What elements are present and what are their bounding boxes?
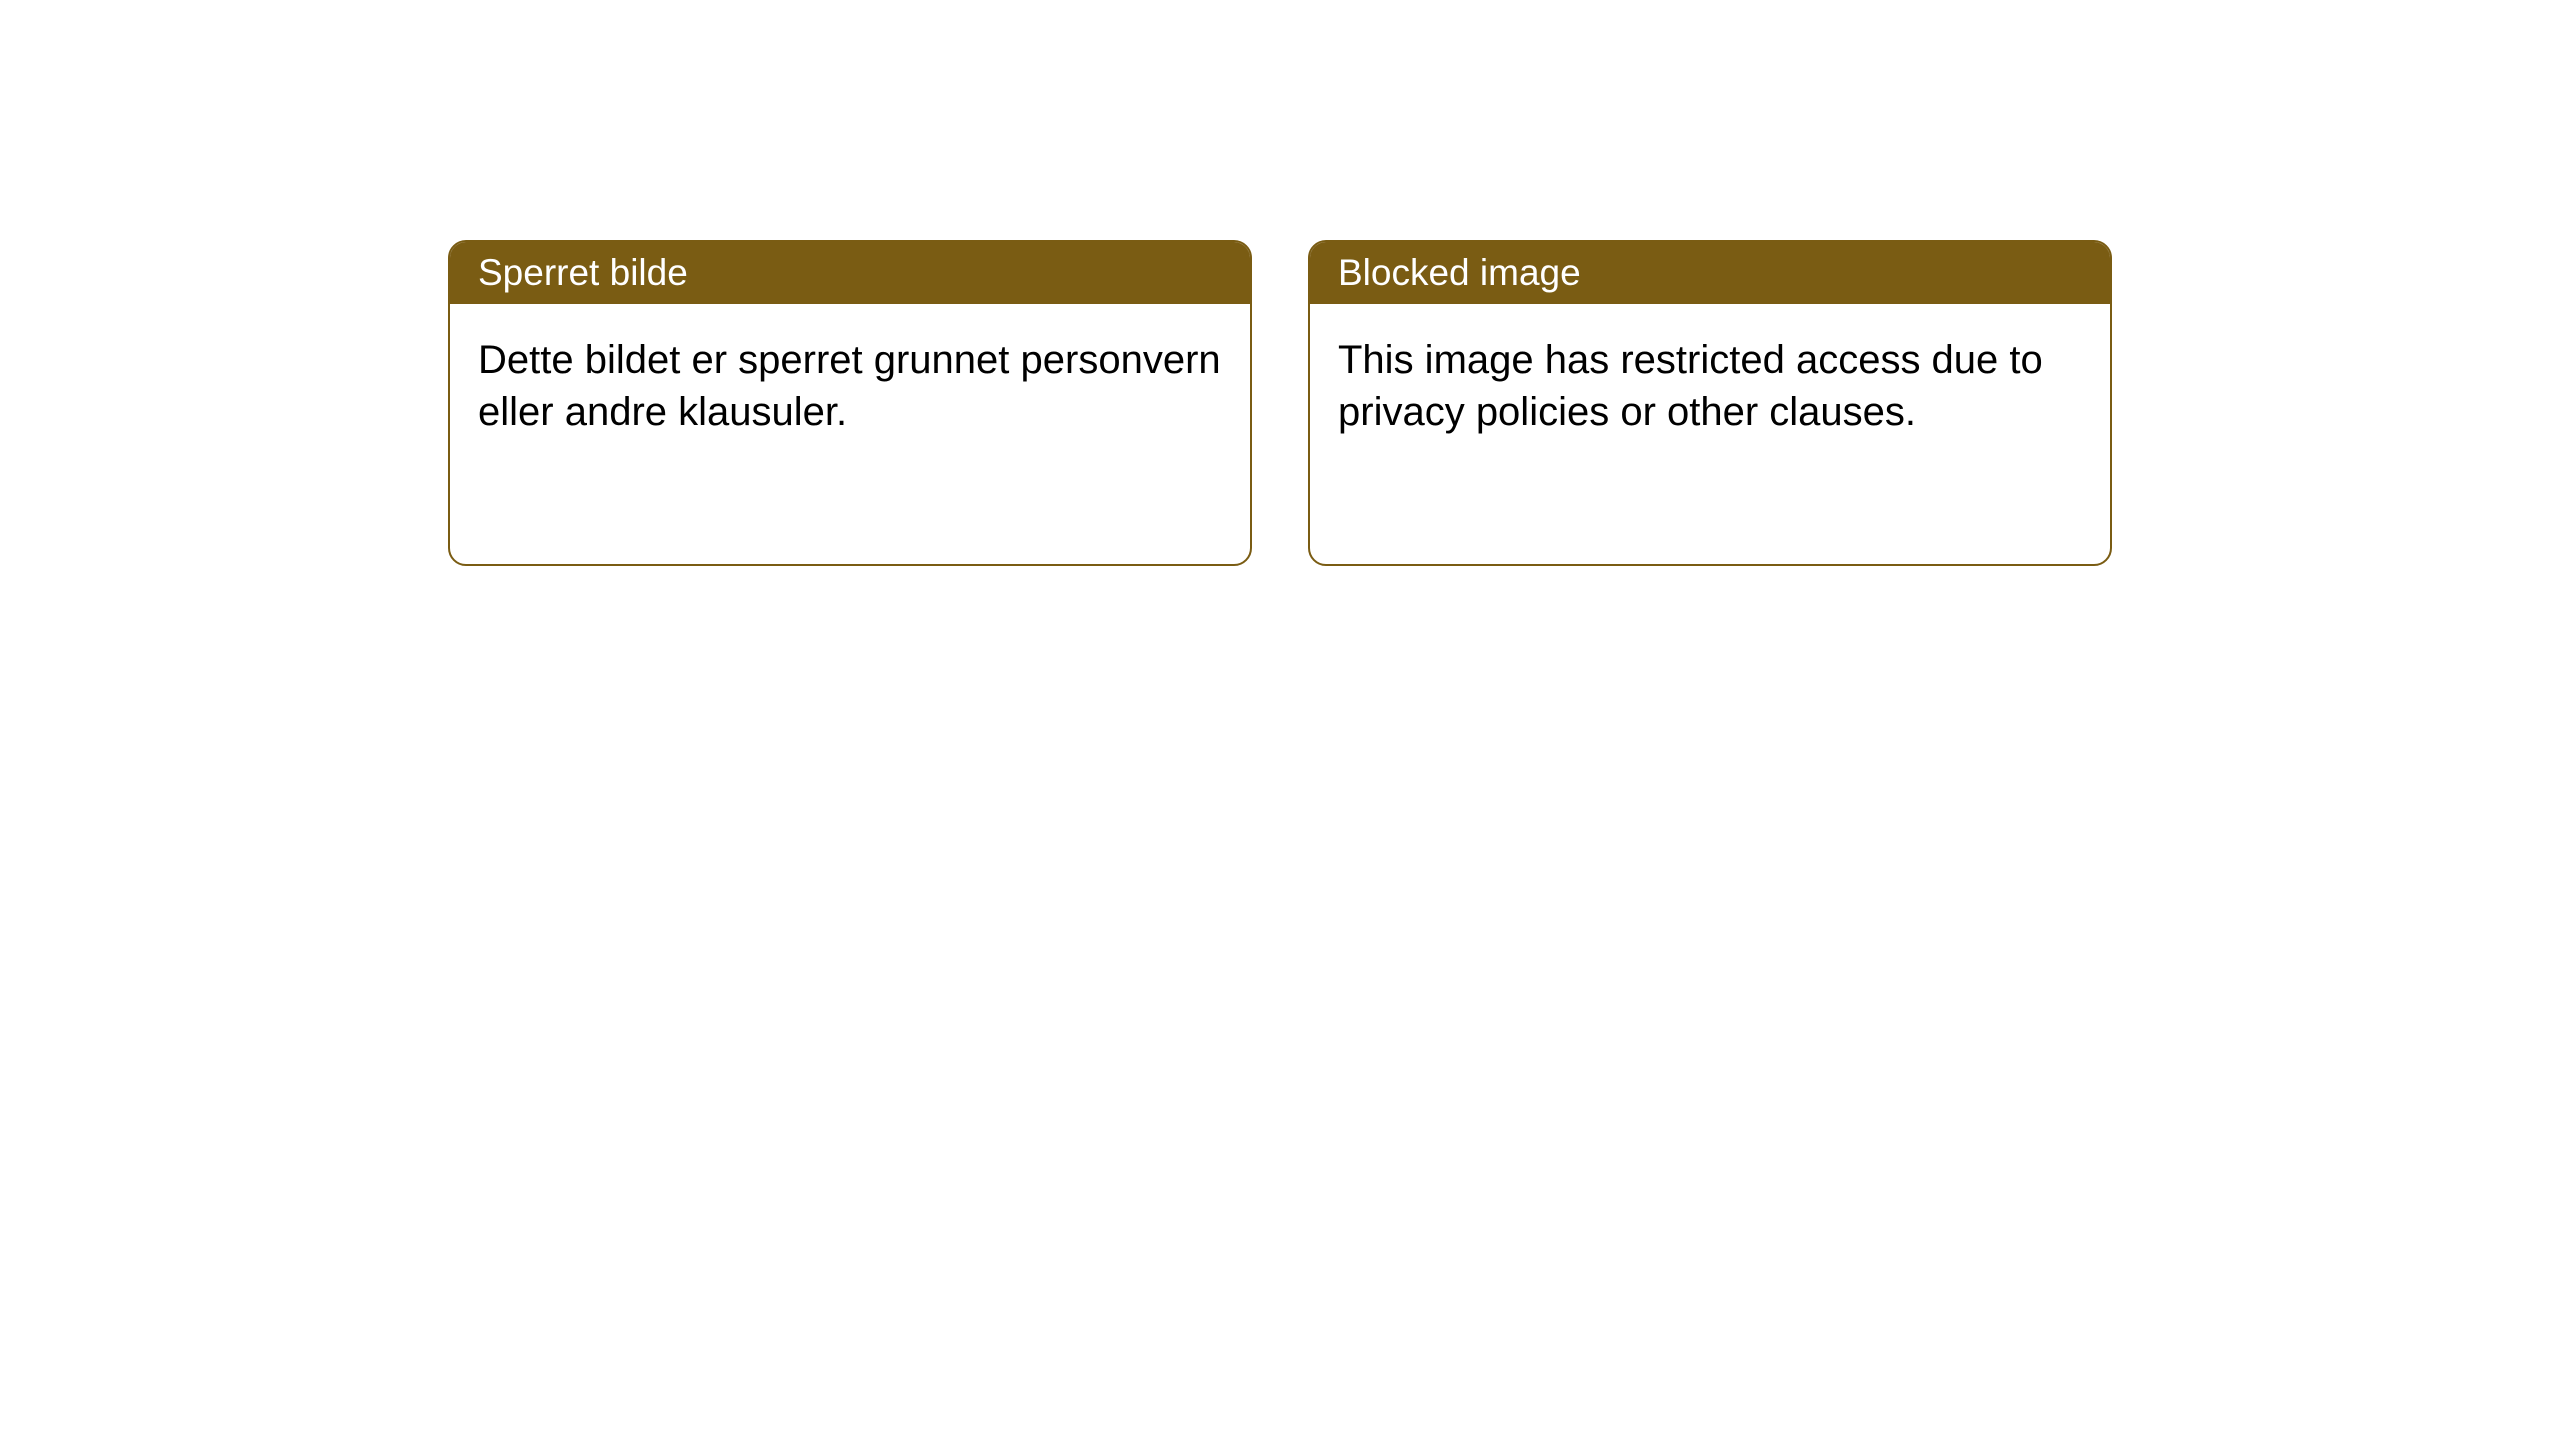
notice-header: Blocked image [1310,242,2110,304]
notice-body-text: Dette bildet er sperret grunnet personve… [478,334,1222,438]
notice-card-english: Blocked image This image has restricted … [1308,240,2112,566]
notice-body-text: This image has restricted access due to … [1338,334,2082,438]
notice-body: This image has restricted access due to … [1310,304,2110,564]
notice-card-norwegian: Sperret bilde Dette bildet er sperret gr… [448,240,1252,566]
notice-header-text: Sperret bilde [478,252,688,293]
notices-container: Sperret bilde Dette bildet er sperret gr… [0,0,2560,566]
notice-body: Dette bildet er sperret grunnet personve… [450,304,1250,564]
notice-header: Sperret bilde [450,242,1250,304]
notice-header-text: Blocked image [1338,252,1581,293]
